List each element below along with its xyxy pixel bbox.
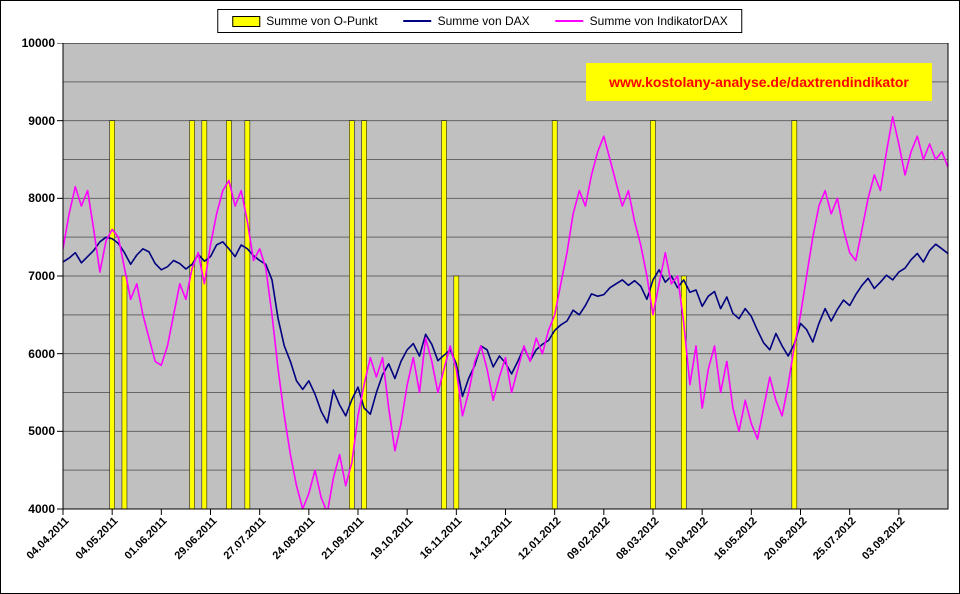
indikatordax-line-swatch-icon <box>555 20 584 22</box>
y-axis-label: 4000 <box>28 502 55 516</box>
y-axis-label: 8000 <box>28 191 55 206</box>
y-axis-label: 5000 <box>28 424 55 439</box>
o-punkt-swatch-icon <box>232 15 261 27</box>
y-axis-label: 10000 <box>21 36 55 50</box>
legend: Summe von O-Punkt Summe von DAX Summe vo… <box>217 9 743 33</box>
legend-label-indikatordax: Summe von IndikatorDAX <box>589 14 728 28</box>
legend-item-o-punkt: Summe von O-Punkt <box>232 14 378 28</box>
y-axis-label: 7000 <box>28 269 55 283</box>
legend-item-indikatordax: Summe von IndikatorDAX <box>555 14 728 28</box>
legend-item-dax: Summe von DAX <box>403 14 530 28</box>
x-axis-label: 03.09.2012 <box>859 515 908 563</box>
url-annotation: www.kostolany-analyse.de/daxtrendindikat… <box>586 63 932 101</box>
chart-canvas <box>57 43 949 515</box>
y-axis-label: 9000 <box>28 113 55 128</box>
legend-label-o-punkt: Summe von O-Punkt <box>266 14 378 28</box>
y-axis-label: 6000 <box>28 346 55 361</box>
dax-line-swatch-icon <box>403 20 432 22</box>
legend-label-dax: Summe von DAX <box>437 14 530 28</box>
